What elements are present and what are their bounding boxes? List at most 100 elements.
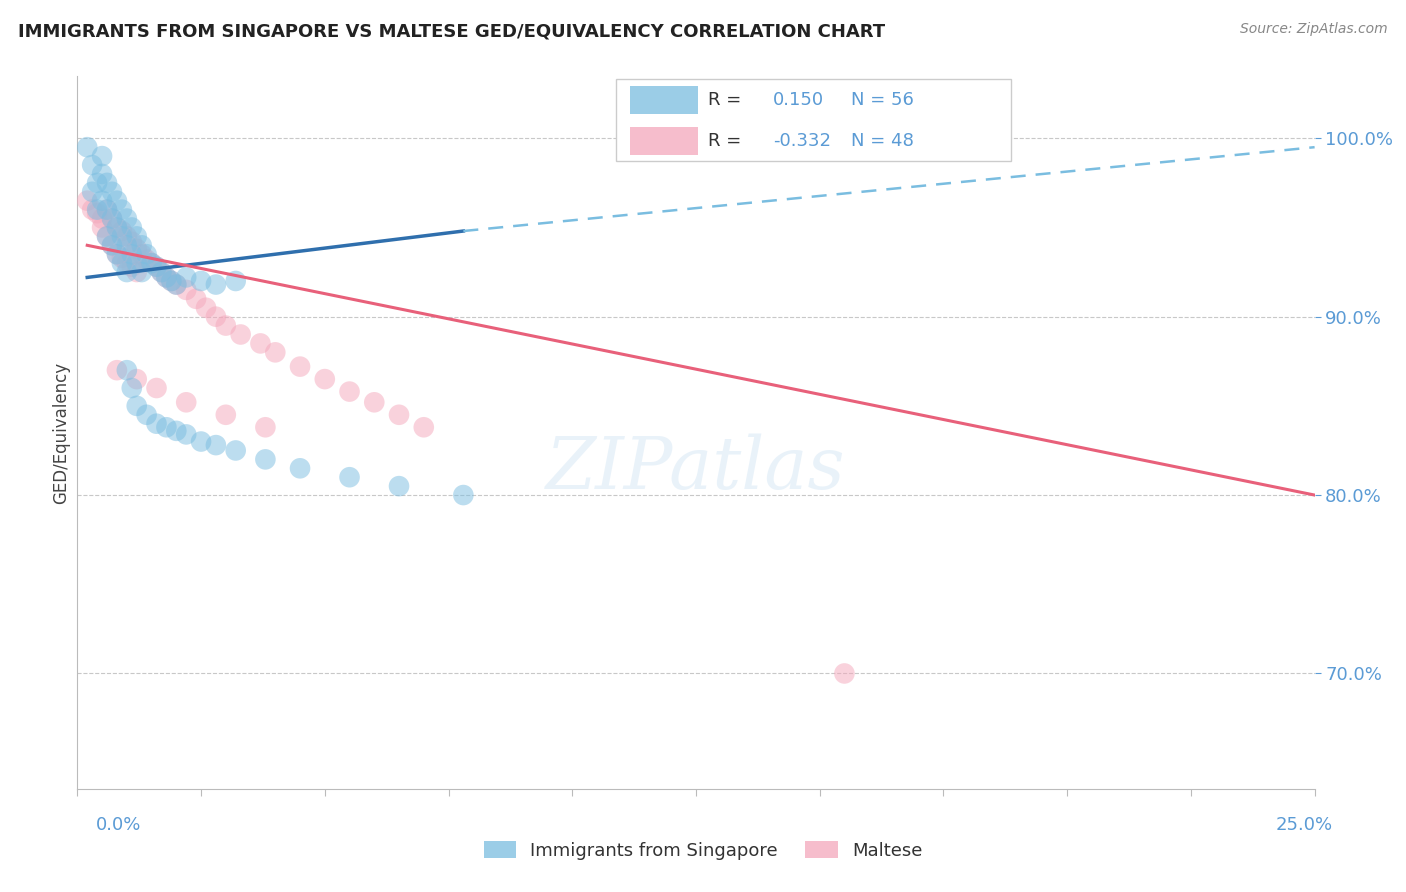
Point: [184, 292, 207, 306]
Point: [195, 301, 218, 315]
Point: [288, 359, 311, 374]
Point: [111, 229, 134, 244]
Point: [115, 229, 138, 244]
Text: 0.0%: 0.0%: [96, 816, 141, 834]
Point: [135, 408, 157, 422]
Point: [155, 270, 177, 285]
Point: [174, 395, 197, 409]
Point: [105, 247, 128, 261]
Point: [96, 229, 118, 244]
Point: [121, 235, 143, 249]
Point: [96, 229, 118, 244]
Point: [101, 238, 124, 252]
Point: [145, 260, 167, 274]
Point: [155, 270, 177, 285]
Point: [225, 443, 247, 458]
Point: [121, 247, 143, 261]
Point: [125, 242, 148, 256]
Point: [101, 185, 124, 199]
Point: [264, 345, 287, 359]
Point: [229, 327, 252, 342]
Point: [174, 283, 197, 297]
Point: [131, 265, 153, 279]
Point: [115, 363, 138, 377]
Point: [388, 479, 411, 493]
Point: [125, 229, 148, 244]
Text: R =: R =: [709, 91, 748, 109]
Point: [125, 256, 148, 270]
Point: [111, 224, 134, 238]
Point: [76, 140, 98, 154]
Point: [105, 194, 128, 208]
Point: [115, 256, 138, 270]
Point: [834, 666, 856, 681]
Point: [174, 427, 197, 442]
Y-axis label: GED/Equivalency: GED/Equivalency: [52, 361, 70, 504]
Point: [131, 238, 153, 252]
Point: [101, 211, 124, 226]
Text: Source: ZipAtlas.com: Source: ZipAtlas.com: [1240, 22, 1388, 37]
Point: [96, 202, 118, 217]
Point: [101, 238, 124, 252]
Text: N = 48: N = 48: [851, 132, 914, 150]
Point: [86, 202, 108, 217]
Text: R =: R =: [709, 132, 748, 150]
Point: [96, 176, 118, 190]
Point: [453, 488, 475, 502]
Point: [111, 256, 134, 270]
Point: [225, 274, 247, 288]
Point: [91, 220, 114, 235]
Point: [190, 434, 212, 449]
Point: [101, 211, 124, 226]
FancyBboxPatch shape: [630, 86, 699, 114]
Point: [254, 420, 277, 434]
Point: [91, 211, 114, 226]
Point: [150, 265, 173, 279]
Point: [249, 336, 271, 351]
Point: [215, 408, 238, 422]
Point: [125, 265, 148, 279]
Point: [105, 220, 128, 235]
Point: [121, 260, 143, 274]
Point: [125, 372, 148, 386]
Point: [314, 372, 336, 386]
Point: [254, 452, 277, 467]
Point: [105, 247, 128, 261]
Point: [412, 420, 434, 434]
Point: [165, 424, 187, 438]
Point: [111, 251, 134, 265]
Point: [145, 417, 167, 431]
Point: [82, 202, 104, 217]
Text: 0.150: 0.150: [773, 91, 824, 109]
Point: [155, 420, 177, 434]
Point: [141, 256, 163, 270]
Point: [165, 277, 187, 292]
Point: [388, 408, 411, 422]
Point: [363, 395, 385, 409]
FancyBboxPatch shape: [616, 79, 1011, 161]
Point: [141, 256, 163, 270]
Point: [86, 206, 108, 220]
Text: IMMIGRANTS FROM SINGAPORE VS MALTESE GED/EQUIVALENCY CORRELATION CHART: IMMIGRANTS FROM SINGAPORE VS MALTESE GED…: [18, 22, 886, 40]
Point: [160, 274, 183, 288]
Point: [121, 220, 143, 235]
Point: [215, 318, 238, 333]
Point: [160, 274, 183, 288]
Point: [190, 274, 212, 288]
Point: [145, 260, 167, 274]
Point: [121, 381, 143, 395]
Point: [135, 252, 157, 267]
Point: [86, 176, 108, 190]
Legend: Immigrants from Singapore, Maltese: Immigrants from Singapore, Maltese: [477, 834, 929, 867]
Point: [205, 310, 228, 324]
Point: [339, 470, 361, 484]
Text: 25.0%: 25.0%: [1275, 816, 1333, 834]
Point: [205, 277, 228, 292]
Point: [131, 247, 153, 261]
Point: [115, 265, 138, 279]
FancyBboxPatch shape: [630, 127, 699, 155]
Point: [174, 270, 197, 285]
Point: [288, 461, 311, 475]
Point: [76, 194, 98, 208]
Point: [339, 384, 361, 399]
